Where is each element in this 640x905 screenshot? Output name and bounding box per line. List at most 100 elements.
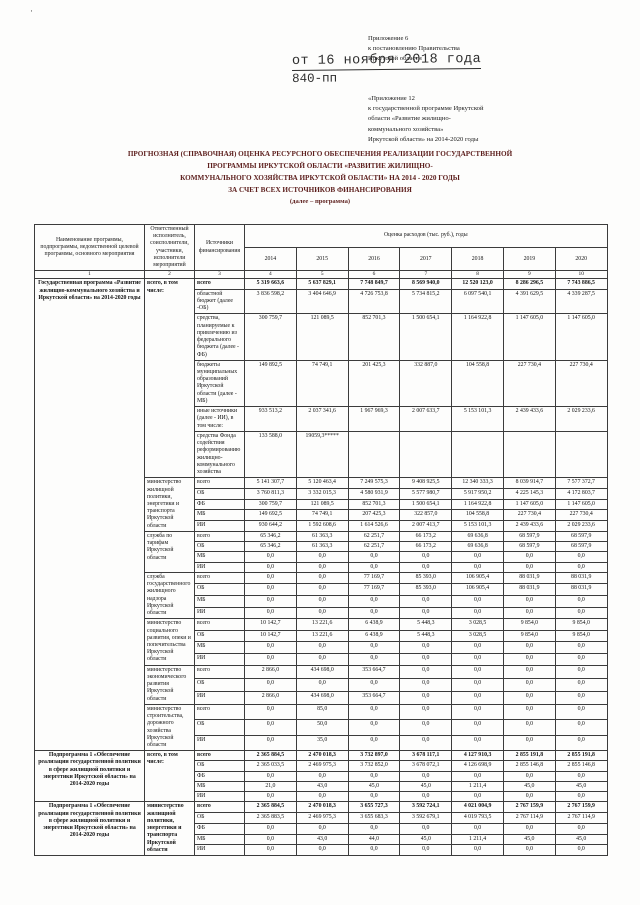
value-cell: 0,0 — [451, 844, 504, 857]
col-header-executor: Ответственный исполнитель, соисполнители… — [144, 223, 195, 272]
title-line-4: ЗА СЧЕТ ВСЕХ ИСТОЧНИКОВ ФИНАНСИРОВАНИЯ — [228, 185, 412, 194]
value-cell: 21,0 — [244, 780, 297, 793]
value-cell: 0,0 — [295, 551, 349, 563]
funding-source-cell: всего — [194, 618, 245, 631]
value-cell: 227 730,4 — [502, 359, 556, 408]
executor-cell: министерство жилищной политики, энергети… — [144, 477, 195, 532]
value-cell: 7 748 849,7 — [347, 278, 401, 290]
funding-source-cell: средства, планируемые к привлечению из ф… — [194, 313, 245, 361]
value-cell: 1 614 526,6 — [347, 520, 401, 532]
value-cell: 77 169,7 — [347, 571, 401, 585]
value-cell: 0,0 — [451, 791, 504, 803]
value-cell: 0,0 — [399, 653, 453, 666]
value-cell: 2 470 018,3 — [295, 801, 349, 814]
funding-source-cell: всего — [194, 801, 245, 814]
value-cell: 0,0 — [451, 734, 504, 752]
funding-source-cell: МБ — [194, 595, 245, 608]
value-cell: 0,0 — [502, 719, 556, 736]
table-row: МБ 0,0 0,0 0,0 0,0 0,0 0,0 0,0 — [35, 595, 608, 608]
value-cell: 0,0 — [554, 791, 608, 803]
funding-source-cell: ИИ — [194, 791, 245, 803]
value-cell: 13 221,6 — [295, 629, 349, 643]
value-cell: 3 678 072,1 — [399, 760, 453, 772]
value-cell: 5 917 950,2 — [451, 488, 504, 500]
value-cell: 74 749,1 — [295, 509, 349, 522]
table-row: министерство социального развития, опеки… — [35, 618, 608, 666]
value-cell: 1 211,4 — [451, 780, 504, 793]
value-cell: 0,0 — [451, 719, 504, 736]
value-cell: 0,0 — [399, 595, 453, 608]
value-cell: 0,0 — [554, 844, 608, 857]
value-cell: 5 448,3 — [399, 618, 453, 631]
value-cell: 0,0 — [295, 571, 349, 585]
value-cell: 0,0 — [244, 551, 297, 563]
value-cell: 0,0 — [554, 641, 608, 655]
value-cell: 0,0 — [347, 551, 401, 563]
value-cell: 0,0 — [244, 791, 297, 803]
value-cell: 0,0 — [451, 606, 504, 620]
table-row: Подпрограмма 1 «Обеспечение реализации г… — [34, 801, 608, 857]
table-colnum-row: 1 2 3 4 5 6 7 8 9 10 — [34, 270, 608, 280]
value-cell: 0,0 — [399, 606, 453, 620]
value-cell: 62 251,7 — [347, 541, 401, 553]
value-cell: 227 730,4 — [554, 509, 608, 522]
year-header: 2015 — [295, 247, 349, 272]
value-cell: 353 664,7 — [347, 690, 401, 705]
value-cell: 0,0 — [347, 653, 401, 666]
value-cell: 300 759,7 — [244, 313, 297, 361]
value-cell: 0,0 — [244, 833, 297, 846]
year-header: 2020 — [554, 247, 608, 272]
col-number: 5 — [295, 270, 349, 280]
year-header: 2016 — [347, 247, 401, 272]
col-number: 6 — [347, 270, 401, 280]
table-row: ОБ 65 346,2 61 363,3 62 251,7 66 173,2 69 636… — [35, 541, 608, 553]
table-row: ОБ 2 365 883,5 2 469 975,3 3 655 683,3 3 592… — [35, 812, 608, 824]
value-cell: 353 664,7 — [347, 664, 401, 679]
value-cell: 69 636,8 — [451, 541, 504, 553]
executor-cell: всего, в том числе: — [144, 750, 195, 803]
funding-source-cell: ОБ — [194, 719, 245, 736]
value-cell: 2 866,0 — [244, 664, 297, 679]
funding-source-cell: ФБ — [194, 770, 245, 782]
value-cell: 8 039 914,7 — [502, 477, 556, 489]
value-cell: 12 520 123,0 — [451, 278, 504, 290]
funding-source-cell: ОБ — [194, 541, 245, 553]
value-cell: 0,0 — [295, 770, 349, 782]
value-cell: 0,0 — [295, 844, 349, 857]
funding-source-cell: всего — [194, 750, 245, 762]
value-cell: 1 500 654,1 — [399, 313, 453, 361]
value-cell: 68 597,9 — [554, 541, 608, 553]
funding-source-cell: всего — [194, 530, 245, 543]
value-cell: 1 500 654,1 — [399, 498, 453, 511]
value-cell: 0,0 — [502, 561, 556, 573]
value-cell: 0,0 — [451, 703, 504, 721]
funding-source-cell: ИИ — [194, 844, 245, 857]
value-cell: 0,0 — [451, 561, 504, 573]
value-cell: 0,0 — [399, 690, 453, 705]
value-cell: 9 408 925,5 — [399, 477, 453, 489]
value-cell: 0,0 — [347, 641, 401, 655]
value-cell: 0,0 — [295, 561, 349, 573]
value-cell: 45,0 — [399, 780, 453, 793]
resource-table-wrapper: Наименование программы, подпрограммы, ве… — [34, 223, 608, 857]
value-cell: 3 836 598,2 — [244, 288, 297, 315]
executor-cell: всего, в том числе: — [144, 278, 195, 479]
executor-cell: служба по тарифам Иркутской области — [144, 530, 195, 573]
value-cell: 4 021 004,9 — [451, 801, 504, 814]
value-cell: 0,0 — [295, 822, 349, 835]
table-row: средства Фонда содействия реформированию… — [35, 430, 608, 479]
value-cell: 0,0 — [502, 595, 556, 608]
value-cell: 0,0 — [554, 606, 608, 620]
value-cell: 0,0 — [347, 734, 401, 752]
col-number: 7 — [399, 270, 453, 280]
table-row: ФБ 0,0 0,0 0,0 0,0 0,0 0,0 0,0 — [35, 822, 608, 835]
executor-cell: министерство жилищной политики, энергети… — [144, 801, 195, 857]
value-cell: 1 147 605,0 — [502, 313, 556, 361]
value-cell: 106 905,4 — [451, 583, 504, 597]
value-cell: 2 767 114,9 — [554, 812, 608, 824]
value-cell: 62 251,7 — [347, 530, 401, 543]
value-cell: 0,0 — [502, 822, 556, 835]
col-number: 2 — [144, 270, 195, 280]
value-cell: 104 558,8 — [451, 359, 504, 408]
